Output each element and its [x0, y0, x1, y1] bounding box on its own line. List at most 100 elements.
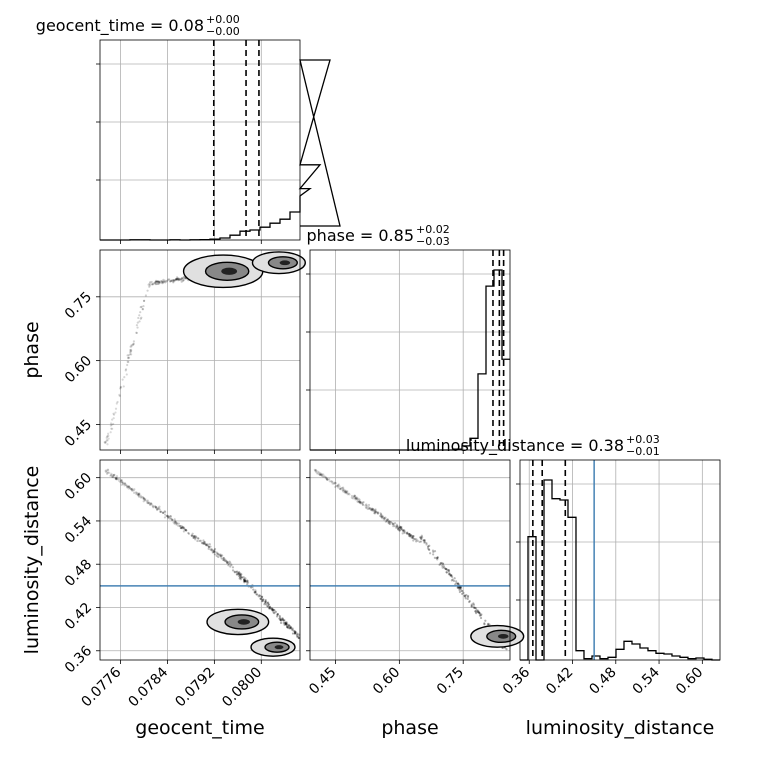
scatter-point: [319, 471, 322, 475]
panel-frame: [519, 459, 721, 661]
scatter-point: [272, 611, 275, 614]
scatter-point: [372, 508, 375, 511]
scatter-point: [155, 280, 158, 283]
scatter-point: [202, 541, 205, 544]
scatter-point: [193, 535, 196, 538]
scatter-point: [461, 590, 464, 593]
scatter-point: [278, 617, 281, 620]
scatter-point: [129, 351, 132, 354]
scatter-point: [121, 481, 125, 484]
scatter-point: [111, 475, 114, 479]
contour-core: [279, 260, 291, 266]
scatter-point: [421, 536, 424, 539]
scatter-point: [318, 473, 321, 476]
scatter-point: [395, 526, 398, 529]
scatter-point: [285, 623, 288, 626]
scatter-point: [423, 539, 426, 542]
scatter-point: [342, 490, 345, 493]
scatter-point: [154, 506, 158, 509]
scatter-point: [475, 612, 478, 615]
scatter-point: [463, 594, 466, 597]
scatter-point: [476, 610, 479, 613]
scatter-point: [414, 538, 417, 541]
scatter-point: [346, 493, 350, 496]
contour-core: [497, 633, 509, 639]
scatter-point: [270, 607, 273, 610]
scatter-point: [157, 282, 161, 285]
scatter-point: [314, 469, 317, 473]
scatter-point: [429, 552, 432, 555]
scatter-point: [124, 369, 127, 372]
title-text: geocent_time = 0.08: [36, 16, 204, 36]
scatter-point: [113, 473, 116, 476]
scatter-point: [130, 488, 133, 491]
scatter-point: [348, 493, 351, 496]
scatter-point: [185, 529, 188, 532]
scatter-point: [473, 606, 476, 610]
scatter-point: [137, 316, 140, 320]
scatter-point: [138, 320, 141, 323]
scatter-point: [210, 548, 213, 551]
title-minus: −0.00: [206, 25, 240, 38]
scatter-point: [174, 521, 177, 524]
scatter-point: [436, 556, 439, 560]
panel-title-luminosity_distance: luminosity_distance = 0.38 +0.03−0.01: [406, 433, 660, 458]
scatter-point: [396, 525, 399, 528]
scatter-point: [107, 434, 110, 437]
scatter-point: [270, 607, 273, 610]
scatter-point: [184, 528, 187, 531]
scatter-point: [158, 280, 161, 284]
scatter-point: [170, 518, 173, 521]
scatter-point: [467, 594, 470, 598]
scatter-point: [162, 511, 165, 515]
scatter-point: [174, 278, 177, 281]
scatter-point: [358, 501, 362, 504]
scatter-point: [411, 536, 414, 539]
scatter-point: [130, 343, 133, 347]
scatter-point: [168, 515, 171, 519]
scatter-point: [319, 474, 323, 477]
scatter-point: [326, 478, 329, 482]
scatter-point: [260, 595, 264, 598]
scatter-point: [260, 595, 264, 599]
scatter-point: [146, 502, 149, 505]
scatter-point: [322, 473, 325, 476]
scatter-point: [118, 477, 121, 480]
scatter-geocent_time-luminosity_distance: [104, 468, 301, 640]
scatter-point: [110, 423, 113, 426]
scatter-point: [202, 542, 206, 545]
scatter-point: [233, 570, 236, 573]
scatter-point: [427, 548, 431, 551]
scatter-point: [169, 280, 172, 283]
scatter-point: [182, 278, 185, 282]
scatter-point: [342, 486, 345, 489]
scatter-point: [114, 478, 118, 481]
scatter-point: [444, 567, 447, 570]
scatter-point: [110, 472, 113, 475]
scatter-point: [140, 305, 143, 308]
scatter-point: [352, 495, 355, 499]
scatter-point: [246, 581, 250, 584]
scatter-point: [268, 605, 271, 609]
scatter-point: [294, 632, 297, 635]
title-plus: +0.03: [626, 433, 660, 446]
y-tick-label: 0.36: [62, 643, 95, 676]
scatter-point: [347, 492, 350, 495]
histogram-luminosity_distance: [520, 479, 720, 661]
scatter-point: [398, 525, 401, 528]
scatter-point: [266, 605, 269, 608]
scatter-point: [246, 579, 249, 582]
scatter-point: [134, 491, 137, 494]
scatter-point: [106, 472, 109, 475]
scatter-point: [239, 576, 242, 579]
scatter-point: [237, 572, 240, 575]
scatter-point: [472, 605, 475, 609]
scatter-point: [168, 278, 171, 281]
scatter-point: [149, 281, 152, 284]
scatter-point: [339, 487, 342, 491]
scatter-point: [294, 632, 297, 635]
scatter-point: [222, 558, 225, 561]
scatter-point: [115, 402, 118, 405]
scatter-point: [170, 279, 174, 283]
scatter-point: [257, 595, 260, 598]
